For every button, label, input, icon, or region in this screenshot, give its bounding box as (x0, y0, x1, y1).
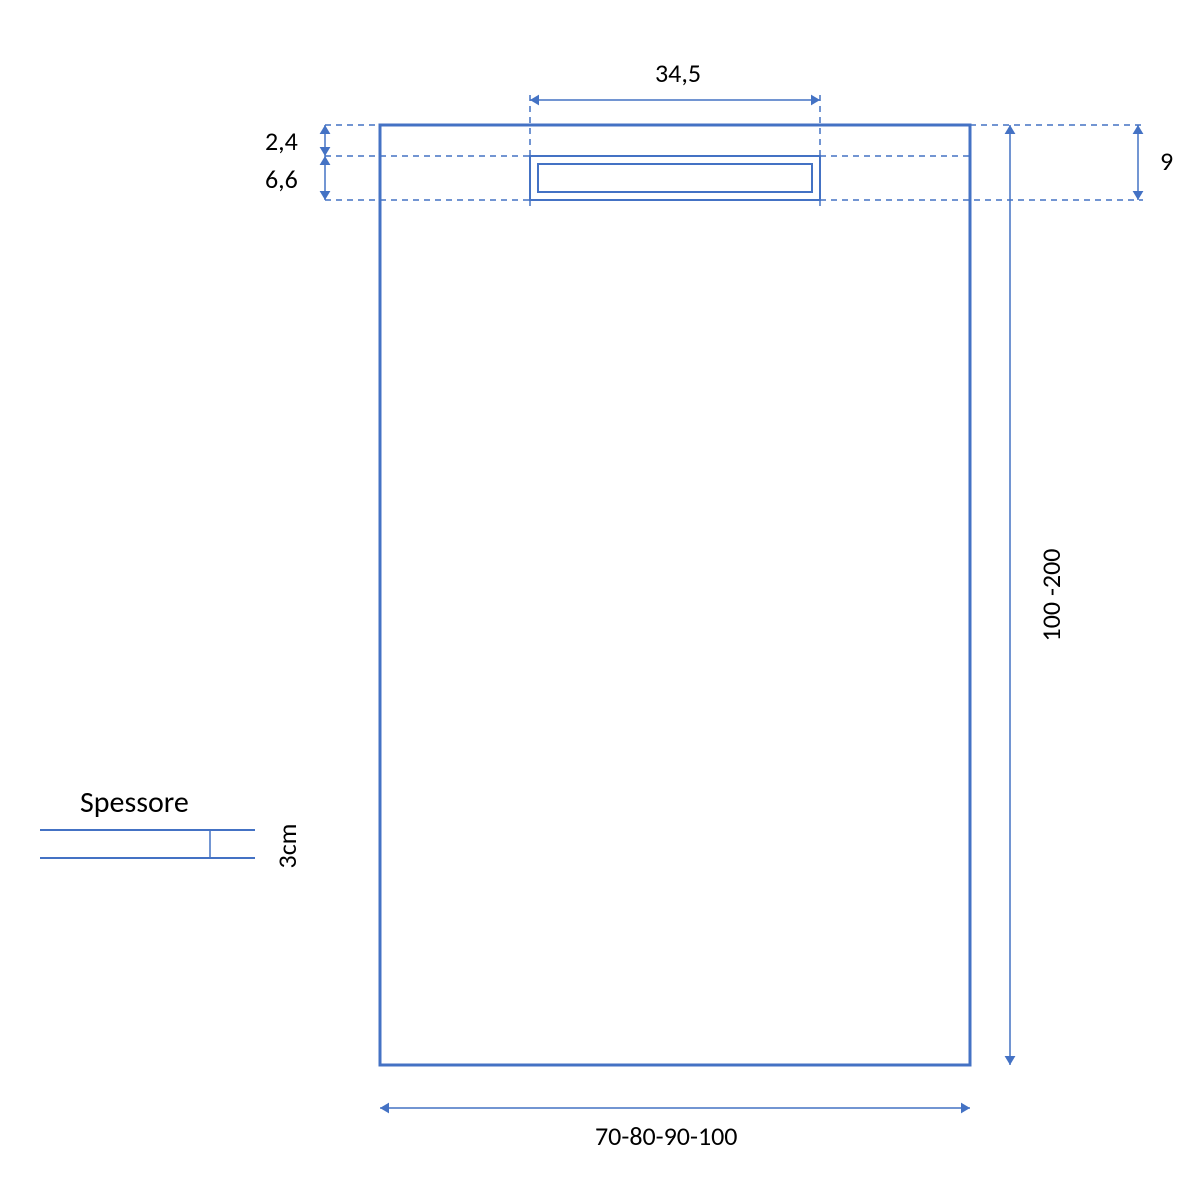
dim-slot-width: 34,5 (655, 57, 701, 89)
thickness-value: 3cm (271, 824, 303, 869)
drain-slot-outer (530, 156, 820, 200)
dim-top-offset: 2,4 (265, 125, 298, 157)
dim-slot-height: 6,6 (265, 163, 298, 195)
thickness-title: Spessore (80, 784, 189, 821)
dim-height-range: 100 -200 (1035, 549, 1067, 642)
dim-width-range: 70-80-90-100 (595, 1120, 737, 1152)
drain-slot-inner (538, 164, 812, 192)
technical-drawing: 34,5 2,4 6,6 9 100 -200 70-80-90-100 Spessore 3… (0, 0, 1200, 1200)
dim-total-offset: 9 (1160, 145, 1173, 177)
tray-outline (380, 125, 970, 1065)
